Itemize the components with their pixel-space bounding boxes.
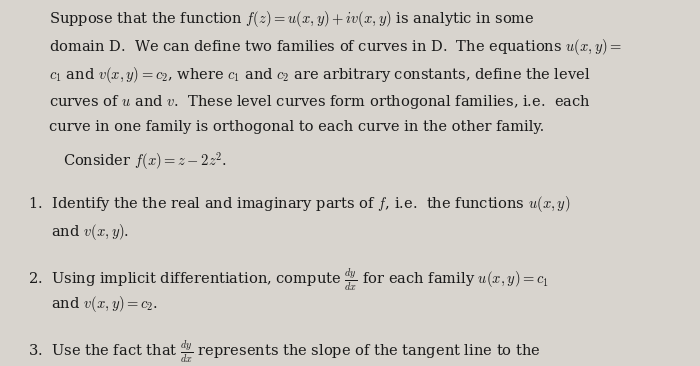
Text: 3.  Use the fact that $\frac{dy}{dx}$ represents the slope of the tangent line t: 3. Use the fact that $\frac{dy}{dx}$ rep…: [28, 339, 540, 365]
Text: and $v(x, y) = c_2$.: and $v(x, y) = c_2$.: [28, 294, 158, 314]
Text: and $v(x, y)$.: and $v(x, y)$.: [28, 222, 129, 242]
Text: 2.  Using implicit differentiation, compute $\frac{dy}{dx}$ for each family $u(x: 2. Using implicit differentiation, compu…: [28, 266, 549, 293]
Text: domain D.  We can define two families of curves in D.  The equations $u(x, y) =$: domain D. We can define two families of …: [49, 37, 622, 57]
Text: curve in one family is orthogonal to each curve in the other family.: curve in one family is orthogonal to eac…: [49, 120, 545, 134]
Text: Consider $f(x) = z - 2z^2$.: Consider $f(x) = z - 2z^2$.: [63, 150, 227, 172]
Text: curves of $u$ and $v$.  These level curves form orthogonal families, i.e.  each: curves of $u$ and $v$. These level curve…: [49, 93, 591, 111]
Text: 1.  Identify the the real and imaginary parts of $f$, i.e.  the functions $u(x, : 1. Identify the the real and imaginary p…: [28, 194, 570, 214]
Text: $c_1$ and $v(x, y) = c_2$, where $c_1$ and $c_2$ are arbitrary constants, define: $c_1$ and $v(x, y) = c_2$, where $c_1$ a…: [49, 65, 591, 85]
Text: Suppose that the function $f(z) = u(x, y) + iv(x, y)$ is analytic in some: Suppose that the function $f(z) = u(x, y…: [49, 9, 535, 29]
